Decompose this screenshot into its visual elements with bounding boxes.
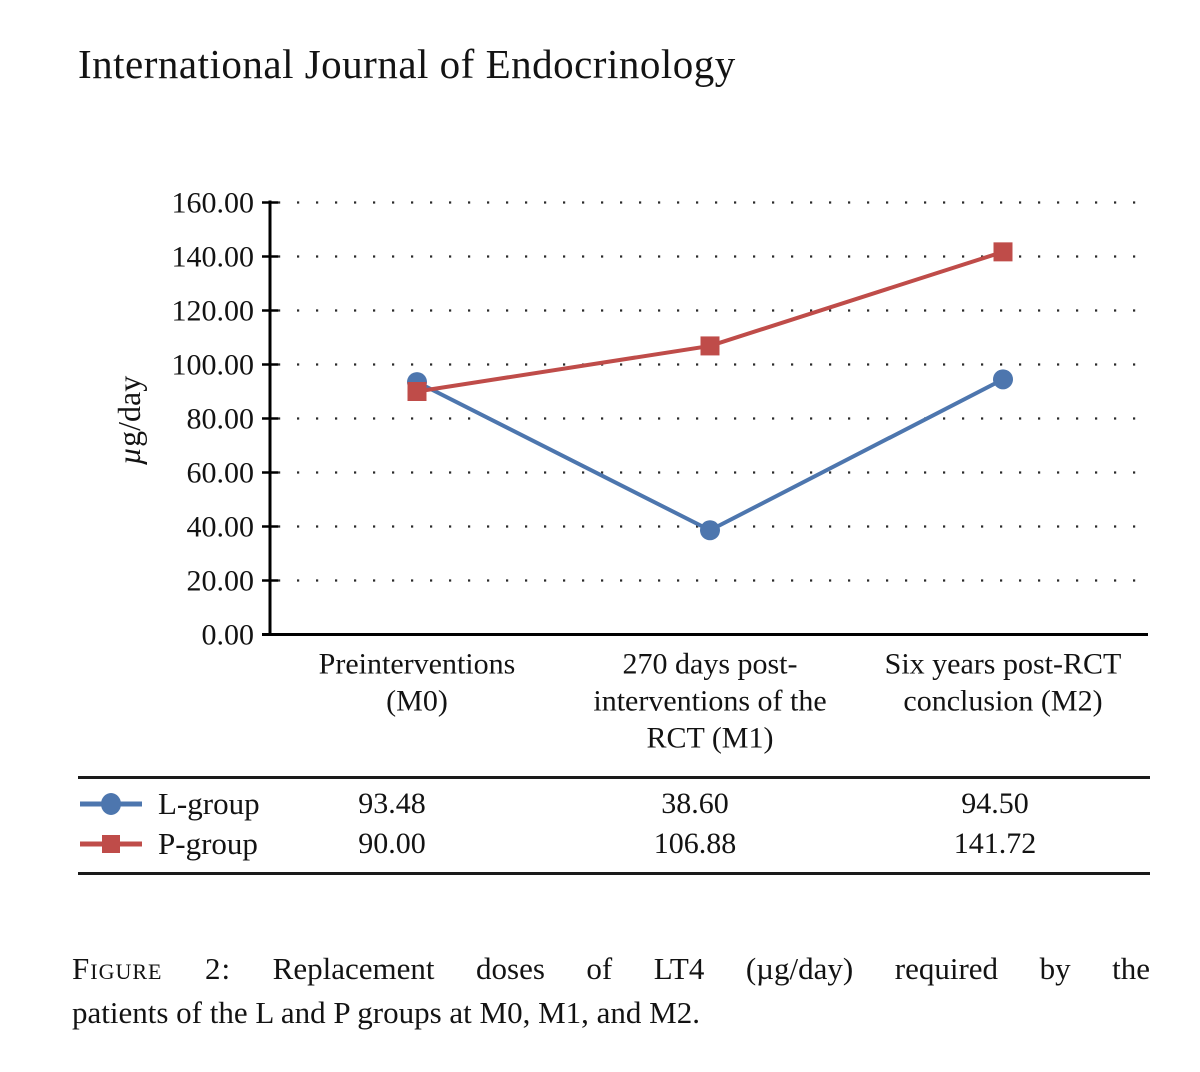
l-group-marker-circle: [700, 520, 720, 541]
y-tick-label: 100.00: [172, 349, 255, 382]
caption-line-1: Figure 2: Replacement doses of LT4 (µg/d…: [72, 947, 1150, 991]
table-cell: 141.72: [953, 827, 1037, 860]
y-axis-title: µg/day: [111, 376, 147, 466]
y-tick-label: 160.00: [172, 187, 255, 220]
circle-marker-icon: [101, 793, 121, 815]
y-tick-label: 0.00: [202, 619, 255, 652]
table-cell: 38.60: [661, 787, 729, 820]
caption-line-2: patients of the L and P groups at M0, M1…: [72, 995, 700, 1030]
series-label: P-group: [158, 826, 258, 861]
p-group-marker-square: [993, 242, 1013, 262]
table-row: P-group 90.00 106.88 141.72: [0, 824, 1200, 864]
p-group-marker-square: [700, 336, 720, 356]
table-row: L-group 93.48 38.60 94.50: [0, 784, 1200, 824]
y-tick-label: 140.00: [172, 241, 255, 274]
caption-text-1: Replacement doses of LT4 (µg/day) requir…: [272, 951, 1151, 986]
l-group-legend-key: [80, 793, 142, 815]
y-tick-label: 20.00: [187, 565, 255, 598]
x-category-label: 270 days post-interventions of the RCT (M…: [593, 648, 826, 755]
y-tick-label: 120.00: [172, 295, 255, 328]
lt4-line-chart: 0.00 20.00 40.00 60.00 80.00 100.00 120.00 140.…: [111, 187, 1148, 755]
p-group-legend-key: [80, 835, 142, 853]
table-top-rule: [78, 776, 1150, 779]
l-group-marker-circle: [993, 369, 1013, 390]
table-cell: 93.48: [358, 787, 426, 820]
table-cell: 106.88: [653, 827, 737, 860]
x-category-label: Six years post-RCT conclusion (M2): [885, 648, 1122, 718]
series-label: L-group: [158, 786, 260, 821]
table-cell: 90.00: [358, 827, 426, 860]
figure-caption: Figure 2: Replacement doses of LT4 (µg/d…: [72, 947, 1150, 1035]
p-group-marker-square: [407, 382, 427, 401]
x-category-label: Preinterventions (M0): [319, 648, 516, 718]
figure-label: Figure 2:: [72, 951, 232, 986]
y-tick-label: 40.00: [187, 511, 255, 544]
p-group-line: [416, 249, 1004, 394]
l-group-line: [416, 377, 1004, 533]
y-tick-label: 80.00: [187, 403, 255, 436]
journal-title: International Journal of Endocrinology: [78, 41, 736, 87]
table-bottom-rule: [78, 872, 1150, 875]
y-tick-label: 60.00: [187, 457, 255, 490]
table-cell: 94.50: [961, 787, 1029, 820]
square-marker-icon: [102, 835, 120, 853]
